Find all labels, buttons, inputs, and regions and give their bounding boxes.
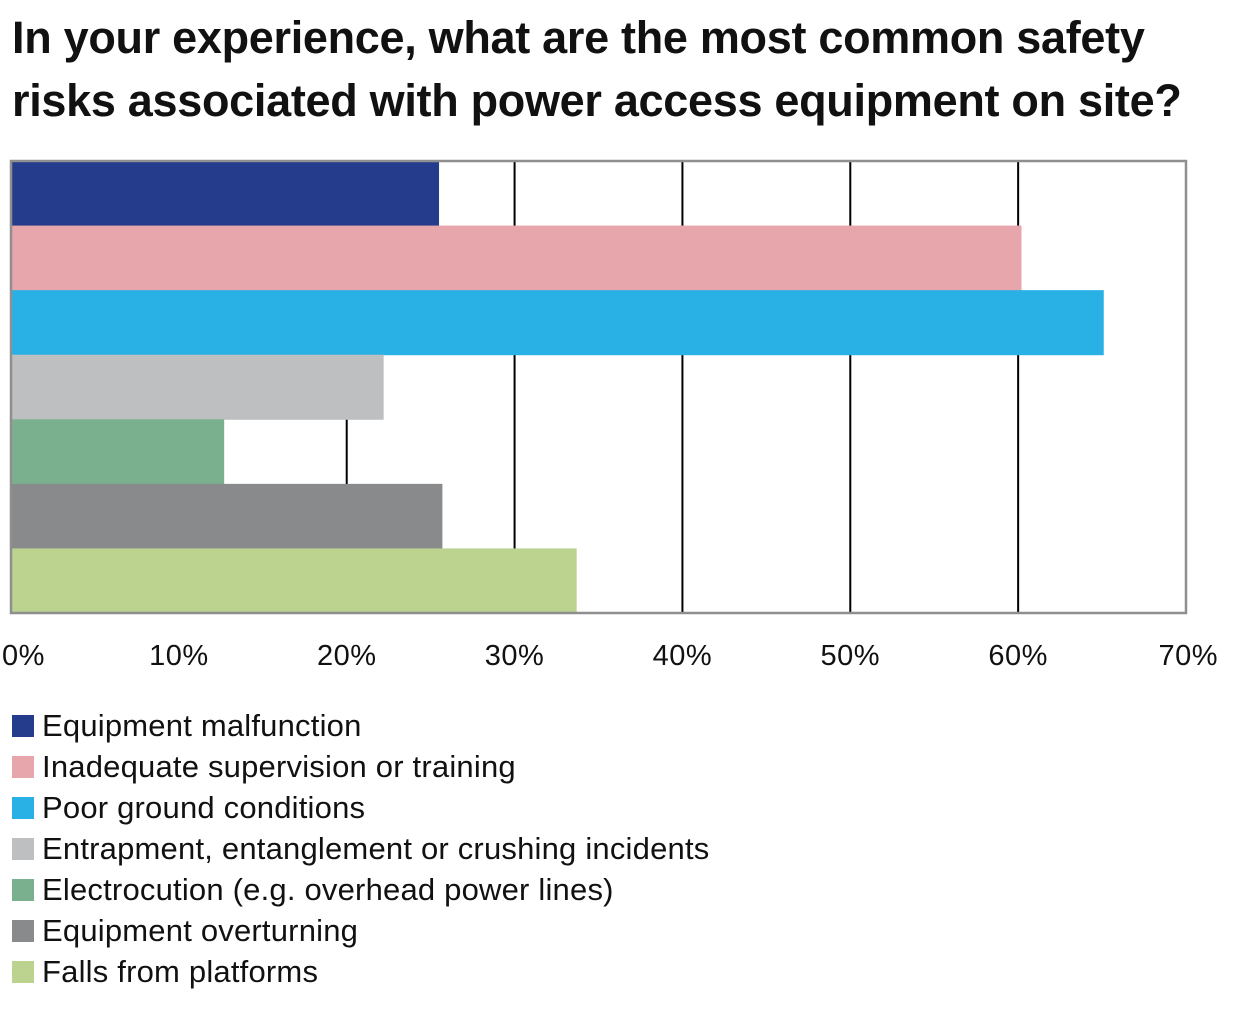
legend-item: Poor ground conditions (12, 787, 709, 828)
chart-title: In your experience, what are the most co… (12, 12, 1182, 126)
legend-label: Inadequate supervision or training (42, 749, 516, 784)
legend-label: Equipment overturning (42, 913, 359, 948)
plot-frame (9, 159, 1188, 615)
legend-item: Equipment overturning (12, 910, 709, 951)
x-tick-label: 40% (653, 640, 713, 672)
legend-label: Falls from platforms (42, 954, 319, 989)
legend-item: Inadequate supervision or training (12, 746, 709, 787)
x-tick-label: 70% (1158, 640, 1218, 672)
x-tick-label: 20% (317, 640, 377, 672)
legend-item: Entrapment, entanglement or crushing inc… (12, 828, 709, 869)
legend-label: Electrocution (e.g. overhead power lines… (42, 872, 614, 907)
legend-item: Equipment malfunction (12, 705, 709, 746)
legend-swatch (12, 796, 34, 819)
legend-label: Poor ground conditions (42, 790, 366, 825)
bar-5 (11, 419, 225, 485)
x-tick-label: 10% (149, 640, 209, 672)
legend-swatch (12, 755, 34, 778)
x-tick-label: 50% (821, 640, 881, 672)
x-tick-label: 30% (485, 640, 545, 672)
bar-2 (11, 225, 1022, 291)
legend-swatch (12, 960, 34, 983)
legend-swatch (12, 919, 34, 942)
legend-item: Falls from platforms (12, 951, 709, 992)
legend-swatch (12, 837, 34, 860)
x-tick-label: 60% (988, 640, 1048, 672)
bar-chart: 0% 10% 20% 30% 40% 50% 60% 70% (2, 159, 1218, 672)
bar-1 (11, 161, 440, 227)
legend-label: Entrapment, entanglement or crushing inc… (42, 831, 710, 866)
chart-legend: Equipment malfunction Inadequate supervis… (12, 705, 709, 992)
bar-6 (11, 483, 443, 549)
legend-label: Equipment malfunction (42, 708, 362, 743)
bar-7 (11, 548, 577, 614)
bar-4 (11, 354, 384, 420)
legend-swatch (12, 714, 34, 737)
legend-item: Electrocution (e.g. overhead power lines… (12, 869, 709, 910)
legend-swatch (12, 878, 34, 901)
bar-3 (11, 290, 1104, 356)
x-tick-label: 0% (2, 640, 45, 672)
